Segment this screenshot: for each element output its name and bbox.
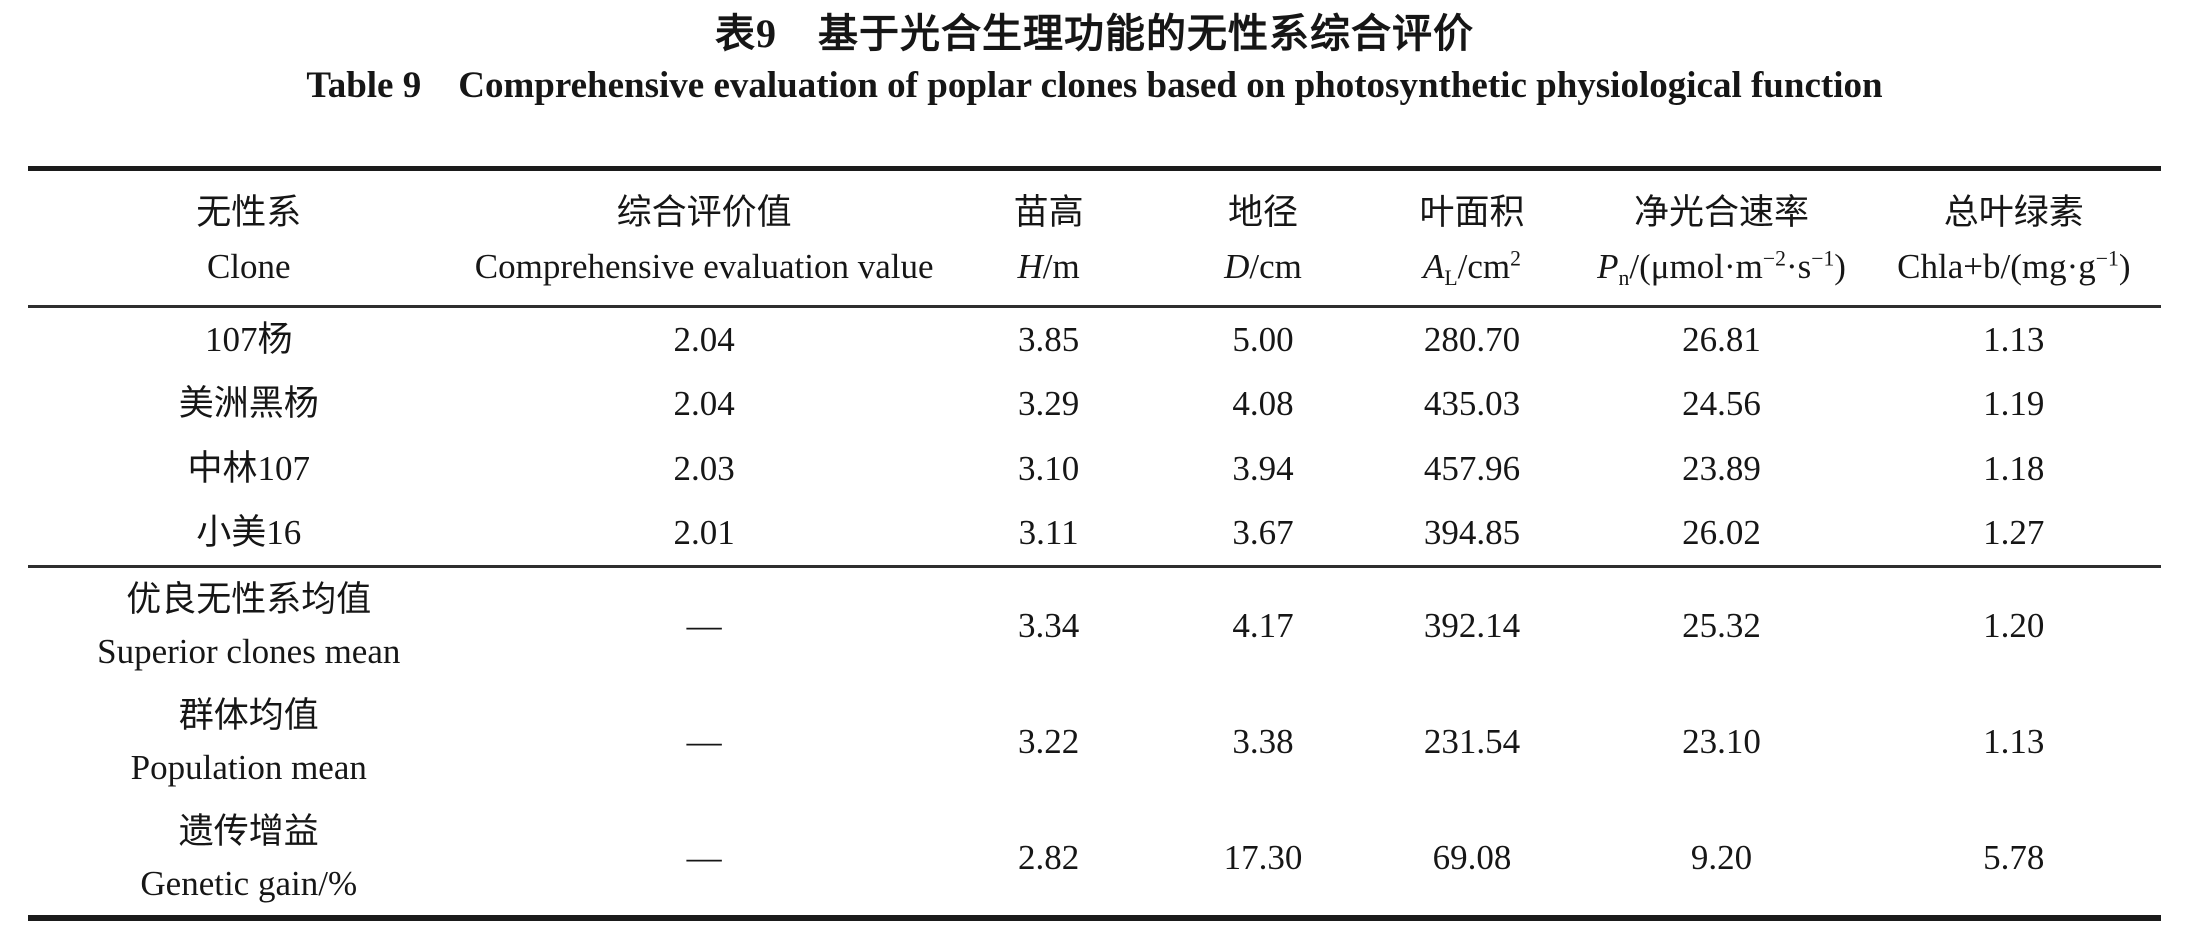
- col-header-total-chlorophyll: 总叶绿素 Chla+b/(mg·g−1): [1867, 169, 2161, 307]
- row-value: 1.27: [1983, 513, 2045, 553]
- table-row: 群体均值 Population mean — 3.22 3.38 231.54 23.1…: [28, 684, 2161, 801]
- col-header-net-photosynthetic-rate: 净光合速率 Pn/(μmol·m−2·s−1): [1577, 169, 1867, 307]
- row-value: 26.81: [1682, 319, 1761, 359]
- row-label: 中林107: [28, 437, 470, 502]
- row-value: 1.18: [1983, 449, 2045, 488]
- table-row: 107杨 2.04 3.85 5.00 280.70 26.81 1.13: [28, 307, 2161, 372]
- row-value: 3.34: [1017, 605, 1080, 645]
- table-row: 遗传增益 Genetic gain/% — 2.82 17.30 69.08 9.20 5…: [28, 801, 2161, 918]
- row-value: 3.10: [1017, 449, 1080, 488]
- col-header-height-zh: 苗高: [1013, 193, 1084, 232]
- table-body: 107杨 2.04 3.85 5.00 280.70 26.81 1.13 美洲黑杨 2.…: [28, 307, 2161, 918]
- row-value: 2.04: [673, 384, 735, 423]
- row-value: 231.54: [1423, 722, 1521, 761]
- table-title-zh: 表9 基于光合生理功能的无性系综合评价: [715, 11, 1474, 56]
- row-value: 1.13: [1983, 319, 2045, 359]
- table-title-en: Table 9 Comprehensive evaluation of popl…: [306, 65, 1883, 106]
- row-label: 美洲黑杨: [28, 372, 470, 437]
- row-value: 1.19: [1983, 384, 2045, 423]
- row-value: 3.22: [1017, 722, 1080, 761]
- row-label-zh: 群体均值: [178, 696, 319, 735]
- col-header-seedling-height: 苗高 H/m: [939, 169, 1159, 307]
- row-value: 5.78: [1983, 837, 2045, 877]
- row-label-en: Population mean: [130, 748, 367, 787]
- row-value: 2.82: [1017, 837, 1080, 877]
- col-header-leaf-area-en: AL/cm2: [1423, 246, 1521, 290]
- row-value: 24.56: [1682, 384, 1761, 423]
- row-value: 2.03: [673, 449, 735, 488]
- row-value: 4.08: [1232, 384, 1294, 423]
- row-label: 107杨: [28, 307, 470, 372]
- row-value: 280.70: [1423, 319, 1521, 359]
- row-value: 3.85: [1017, 319, 1080, 359]
- row-value: 3.11: [1018, 513, 1079, 553]
- col-header-leaf-area: 叶面积 AL/cm2: [1367, 169, 1576, 307]
- row-label-en: Genetic gain/%: [140, 863, 358, 903]
- row-value: 17.30: [1223, 837, 1303, 877]
- row-value: 69.08: [1432, 837, 1512, 877]
- header-row: 无性系 Clone 综合评价值 Comprehensive evaluation…: [28, 169, 2161, 307]
- col-header-diameter-en: D/cm: [1224, 247, 1302, 286]
- table-row: 优良无性系均值 Superior clones mean — 3.34 4.17 39…: [28, 566, 2161, 684]
- row-label-zh: 美洲黑杨: [178, 384, 319, 423]
- row-value: 2.04: [673, 319, 735, 359]
- row-value: 23.89: [1682, 449, 1761, 488]
- row-label: 遗传增益 Genetic gain/%: [28, 801, 470, 918]
- col-header-clone: 无性系 Clone: [28, 169, 470, 307]
- row-label: 群体均值 Population mean: [28, 684, 470, 801]
- row-label-zh: 优良无性系均值: [126, 579, 372, 619]
- row-value: 5.00: [1232, 319, 1294, 359]
- row-value: 23.10: [1682, 722, 1761, 761]
- row-value: 1.13: [1983, 722, 2045, 761]
- row-label: 小美16: [28, 502, 470, 567]
- row-value: —: [686, 722, 722, 761]
- row-label-zh: 小美16: [196, 513, 302, 553]
- table-row: 美洲黑杨 2.04 3.29 4.08 435.03 24.56 1.19: [28, 372, 2161, 437]
- row-value: —: [686, 837, 722, 877]
- table-row: 中林107 2.03 3.10 3.94 457.96 23.89 1.18: [28, 437, 2161, 502]
- row-value: 3.38: [1232, 722, 1294, 761]
- row-value: 1.20: [1983, 605, 2045, 645]
- row-value: 2.01: [673, 513, 735, 553]
- row-value: 3.67: [1232, 513, 1294, 553]
- row-value: 435.03: [1423, 384, 1521, 423]
- col-header-height-en: H/m: [1017, 247, 1080, 286]
- table-row: 小美16 2.01 3.11 3.67 394.85 26.02 1.27: [28, 502, 2161, 567]
- col-header-cev-en: Comprehensive evaluation value: [474, 247, 934, 286]
- row-value: —: [686, 605, 722, 645]
- col-header-pn-en: Pn/(μmol·m−2·s−1): [1597, 246, 1846, 290]
- row-label-en: Superior clones mean: [97, 631, 401, 671]
- row-value: 4.17: [1232, 605, 1294, 645]
- row-label: 优良无性系均值 Superior clones mean: [28, 567, 470, 684]
- row-value: 25.32: [1682, 605, 1761, 645]
- row-label-zh: 中林107: [187, 449, 311, 488]
- row-value: 26.02: [1682, 513, 1761, 553]
- table-caption: 表9 基于光合生理功能的无性系综合评价 Table 9 Comprehensiv…: [0, 0, 2189, 112]
- row-value: 3.94: [1232, 449, 1294, 488]
- col-header-chl-zh: 总叶绿素: [1943, 193, 2084, 232]
- row-value: 392.14: [1423, 605, 1521, 645]
- col-header-clone-zh: 无性系: [196, 193, 302, 232]
- evaluation-table: 无性系 Clone 综合评价值 Comprehensive evaluation…: [28, 166, 2161, 921]
- col-header-ground-diameter: 地径 D/cm: [1158, 169, 1367, 307]
- col-header-leaf-area-zh: 叶面积: [1419, 193, 1525, 232]
- col-header-comprehensive-evaluation-value: 综合评价值 Comprehensive evaluation value: [470, 169, 939, 307]
- row-value: 394.85: [1423, 513, 1521, 553]
- row-value: 457.96: [1423, 449, 1521, 488]
- col-header-clone-en: Clone: [206, 247, 291, 286]
- col-header-pn-zh: 净光合速率: [1634, 193, 1810, 232]
- row-label-zh: 107杨: [205, 319, 293, 359]
- col-header-diameter-zh: 地径: [1227, 193, 1298, 232]
- table-header: 无性系 Clone 综合评价值 Comprehensive evaluation…: [28, 169, 2161, 307]
- col-header-cev-zh: 综合评价值: [616, 193, 792, 232]
- row-label-zh: 遗传增益: [178, 811, 319, 851]
- row-value: 3.29: [1017, 384, 1080, 423]
- col-header-chl-en: Chla+b/(mg·g−1): [1897, 246, 2131, 286]
- row-value: 9.20: [1690, 837, 1753, 877]
